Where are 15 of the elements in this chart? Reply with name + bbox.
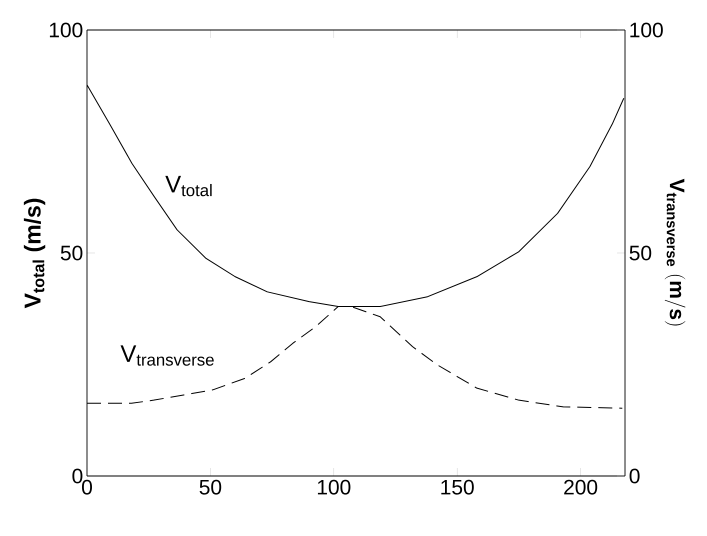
y-tick-label: 50 [60, 246, 82, 260]
x-tick-label: 50 [200, 480, 222, 495]
x-tick-label: 200 [564, 480, 598, 495]
x-tick-label: 150 [441, 480, 474, 495]
y-tick-label: 0 [72, 468, 82, 484]
x-tick-label: 100 [318, 480, 350, 495]
x-tick-label: 0 [82, 480, 92, 495]
y2-tick-label: 0 [630, 468, 640, 484]
text: $\mathrm{V_{transverse}}$ [120, 345, 214, 366]
y2-tick-label: 100 [630, 22, 663, 38]
series-label: $\mathrm{V_{total}}$ [165, 176, 212, 196]
y2-axis-title: $\mathbf{V_{transverse}\ (m/s)}$ [664, 178, 686, 326]
y-tick-label: 100 [50, 22, 82, 38]
y-axis-title: V$_{total}$ (m/s) [24, 198, 46, 308]
y2-tick-label: 50 [630, 246, 652, 260]
